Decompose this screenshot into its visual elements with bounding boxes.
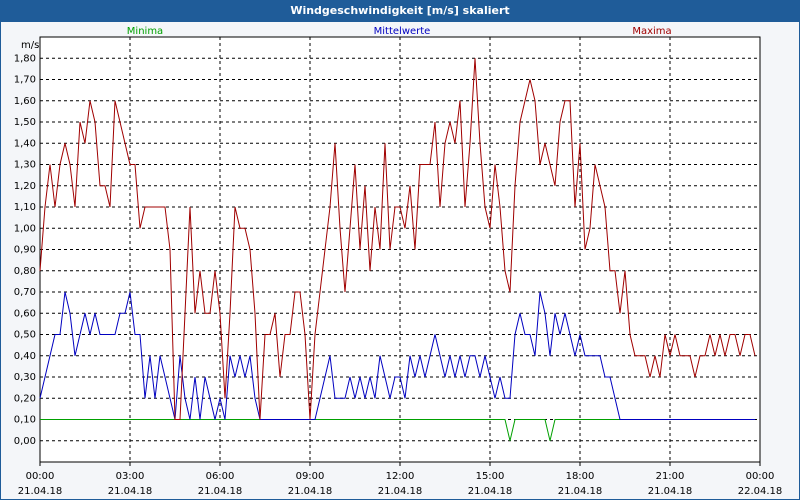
y-tick-label: 0,60 bbox=[14, 308, 36, 319]
y-tick-label: 1,80 bbox=[14, 53, 36, 64]
legend-label: Minima bbox=[127, 26, 163, 37]
y-tick-label: 1,20 bbox=[14, 181, 36, 192]
series-line bbox=[39, 58, 756, 420]
series-line bbox=[39, 291, 755, 420]
x-tick-label: 21:00 bbox=[656, 471, 685, 482]
y-axis-label: m/s bbox=[21, 40, 39, 51]
y-tick-label: 1,10 bbox=[14, 202, 36, 213]
x-tick-date: 22.04.18 bbox=[738, 486, 783, 497]
y-tick-label: 0,40 bbox=[14, 351, 36, 362]
x-tick-date: 21.04.18 bbox=[648, 486, 693, 497]
x-tick-date: 21.04.18 bbox=[108, 486, 153, 497]
x-tick-label: 00:00 bbox=[26, 471, 55, 482]
y-tick-label: 0,10 bbox=[14, 415, 36, 426]
y-tick-label: 0,50 bbox=[14, 330, 36, 341]
legend-label: Maxima bbox=[632, 26, 671, 37]
x-tick-date: 21.04.18 bbox=[288, 486, 333, 497]
x-tick-date: 21.04.18 bbox=[378, 486, 423, 497]
x-tick-label: 15:00 bbox=[476, 471, 505, 482]
x-tick-label: 12:00 bbox=[386, 471, 415, 482]
x-tick-label: 00:00 bbox=[746, 471, 775, 482]
y-tick-label: 0,20 bbox=[14, 393, 36, 404]
y-tick-label: 1,70 bbox=[14, 75, 36, 86]
y-tick-label: 1,00 bbox=[14, 223, 36, 234]
x-tick-label: 03:00 bbox=[116, 471, 145, 482]
y-tick-label: 0,00 bbox=[14, 436, 36, 447]
x-tick-label: 09:00 bbox=[296, 471, 325, 482]
x-tick-label: 06:00 bbox=[206, 471, 235, 482]
y-tick-label: 0,30 bbox=[14, 372, 36, 383]
x-tick-label: 18:00 bbox=[566, 471, 595, 482]
y-tick-label: 0,80 bbox=[14, 266, 36, 277]
y-tick-label: 0,70 bbox=[14, 287, 36, 298]
title-bar bbox=[0, 0, 800, 22]
y-tick-label: 1,40 bbox=[14, 138, 36, 149]
x-tick-date: 21.04.18 bbox=[558, 486, 603, 497]
x-tick-date: 21.04.18 bbox=[198, 486, 243, 497]
y-tick-label: 1,60 bbox=[14, 96, 36, 107]
chart-title: Windgeschwindigkeit [m/s] skaliert bbox=[290, 4, 509, 17]
x-tick-date: 21.04.18 bbox=[468, 486, 513, 497]
x-tick-date: 21.04.18 bbox=[18, 486, 63, 497]
y-tick-label: 1,30 bbox=[14, 160, 36, 171]
y-tick-label: 1,50 bbox=[14, 117, 36, 128]
y-tick-label: 0,90 bbox=[14, 245, 36, 256]
legend-label: Mittelwerte bbox=[374, 26, 431, 37]
